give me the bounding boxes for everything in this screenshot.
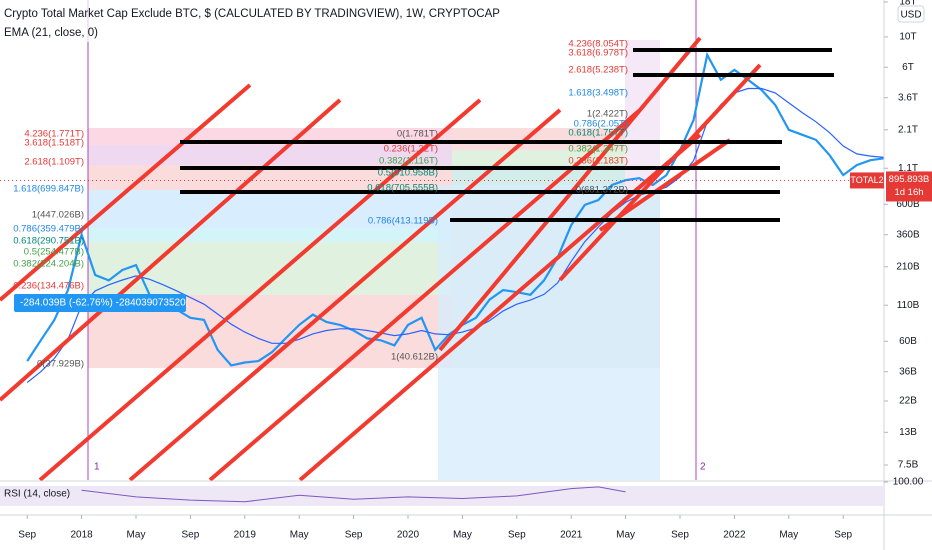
currency-box[interactable]	[897, 5, 925, 23]
fib-label: 1(2.422T)	[587, 109, 628, 120]
fib-label: 1(40.612B)	[391, 352, 438, 363]
y-tick-label: 2.1T	[898, 124, 918, 135]
level-lines	[180, 48, 834, 222]
y-tick-label: 210B	[896, 261, 920, 272]
y-tick-label: 600B	[896, 199, 920, 210]
rsi-tick-label: 100.00	[893, 477, 924, 488]
fib-label: 0.618(705.555B)	[367, 183, 438, 194]
fib-label: 3.618(1.518T)	[24, 138, 84, 149]
x-tick-label: 2022	[723, 530, 746, 541]
countdown-label: 1d 16h	[894, 187, 923, 198]
x-tick-label: 2020	[397, 530, 420, 541]
rsi-line	[81, 486, 626, 503]
fib-label: 1.618(3.498T)	[568, 88, 628, 99]
measure-label: -284.039B (-62.76%) -284039073520	[20, 298, 186, 309]
fib-label: 0.786(359.479B)	[13, 224, 84, 235]
fib-label: 0.786(413.119B)	[368, 216, 438, 227]
fib-label: 0.236(134.476B)	[13, 281, 84, 292]
x-tick-label: May	[127, 530, 146, 541]
x-tick-label: Sep	[834, 530, 852, 541]
legend-bg	[0, 0, 340, 42]
series-tag-label: TOTAL2	[850, 175, 883, 185]
fib-label: 3.618(6.978T)	[568, 48, 628, 59]
fib-label: 2.618(1.109T)	[24, 157, 84, 168]
fib-label: 0.382(1.116T)	[379, 156, 438, 167]
y-tick-label: 60B	[899, 336, 917, 347]
y-tick-label: 3.6T	[898, 92, 918, 103]
price-tag	[886, 171, 932, 202]
measure-box	[14, 294, 186, 312]
fib-label: 0.382(1.347T)	[568, 144, 628, 155]
x-tick-label: May	[290, 530, 309, 541]
series-tag	[850, 172, 884, 189]
fib-label: 0(1.781T)	[397, 129, 438, 140]
fib-label: 0(681.372B)	[576, 185, 628, 196]
x-tick-label: Sep	[18, 530, 36, 541]
fib-label: 1(447.026B)	[32, 210, 84, 221]
y-tick-label: 7.5B	[898, 460, 919, 471]
y-tick-label: 110B	[897, 300, 920, 311]
x-tick-label: Sep	[508, 530, 526, 541]
y-tick-label: 18T	[899, 0, 916, 8]
channel-lines	[0, 36, 762, 482]
y-tick-label: 1.1T	[898, 163, 918, 174]
x-tick-label: Sep	[671, 530, 689, 541]
fib-label: 0.5(910.958B)	[378, 168, 438, 179]
y-tick-label: 13B	[899, 427, 917, 438]
x-tick-label: Sep	[345, 530, 363, 541]
fib-label: 4.236(1.771T)	[24, 129, 84, 140]
fib-label: 0.236(1.183T)	[568, 156, 628, 167]
x-tick-label: 2018	[70, 530, 93, 541]
y-tick-label: 22B	[899, 396, 917, 407]
chart-title: Crypto Total Market Cap Exclude BTC, $ (…	[4, 8, 500, 20]
legend-entry: EMA (21, close, 0)	[4, 27, 98, 39]
fib-label: 0.618(290.751B)	[13, 236, 84, 247]
fib-labels: 4.236(1.771T) 3.618(1.518T) 2.618(1.109T…	[13, 39, 628, 370]
marker-label: 2	[700, 462, 706, 473]
x-tick-label: 2021	[560, 530, 583, 541]
fib-label: 0.236(1.32T)	[384, 144, 438, 155]
fib-label: 2.618(5.238T)	[568, 65, 628, 76]
fib-label: 0.618(1.757T)	[568, 128, 628, 139]
x-tick-label: May	[616, 530, 635, 541]
fib-label: 0.786(2.05T)	[574, 119, 628, 130]
fib-label: 0.382(224.204B)	[13, 259, 84, 270]
x-tick-label: 2019	[234, 530, 257, 541]
x-tick-label: Sep	[182, 530, 200, 541]
marker-label: 1	[94, 462, 100, 473]
fib-label: 1.618(699.847B)	[13, 184, 84, 195]
fib-label: 0.5(254.477B)	[24, 247, 84, 258]
y-tick-label: 36B	[899, 366, 917, 377]
x-tick-label: May	[779, 530, 798, 541]
y-tick-label: 6T	[902, 62, 914, 73]
x-tick-label: May	[453, 530, 472, 541]
fib-label: 0(37.929B)	[37, 359, 84, 370]
currency-label: USD	[900, 10, 921, 21]
rsi-label: RSI (14, close)	[4, 489, 70, 500]
y-tick-label: 360B	[896, 229, 920, 240]
price-tag-label: 895.893B	[889, 174, 930, 185]
y-tick-label: 10T	[899, 32, 916, 43]
fib-label: 4.236(8.054T)	[568, 39, 628, 50]
